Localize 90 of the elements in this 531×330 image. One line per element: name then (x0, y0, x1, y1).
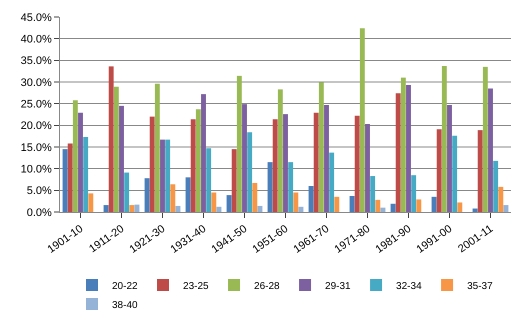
bar (83, 137, 88, 212)
bar (478, 130, 483, 212)
bar (354, 116, 360, 212)
bar (268, 162, 272, 212)
bar (206, 148, 212, 212)
y-tick-label: 5.0% (26, 185, 52, 198)
y-tick-label: 20.0% (20, 120, 52, 132)
bar (283, 114, 288, 212)
bar (432, 196, 436, 212)
bar (329, 152, 334, 212)
bar (68, 144, 73, 212)
bar (350, 196, 354, 212)
bar (119, 106, 124, 212)
bar (190, 119, 196, 212)
bar (72, 100, 78, 212)
bar (108, 66, 114, 212)
bar (400, 78, 406, 212)
legend-label: 26-28 (254, 280, 280, 292)
bar (226, 195, 232, 212)
legend-label: 35-37 (467, 280, 494, 292)
y-tick-label: 0.0% (26, 206, 52, 219)
bar (442, 66, 447, 212)
bar (472, 208, 478, 212)
bar (396, 93, 401, 212)
bar (498, 186, 504, 212)
legend-label: 32-34 (396, 280, 422, 292)
bar (416, 199, 422, 212)
legend-label: 20-22 (112, 280, 138, 292)
bar (150, 116, 155, 212)
bar (370, 176, 376, 212)
y-tick-label: 15.0% (20, 142, 52, 154)
bar (504, 205, 508, 212)
bar (436, 129, 442, 212)
bar (114, 86, 119, 212)
bar (104, 205, 108, 212)
bar (196, 109, 201, 212)
bar (124, 172, 130, 212)
bar (375, 200, 380, 212)
bar (390, 204, 396, 212)
bar (211, 192, 216, 212)
bar (258, 206, 262, 212)
bar (272, 119, 278, 212)
bar (482, 66, 488, 212)
y-tick-label: 10.0% (20, 164, 52, 176)
bar (278, 89, 283, 212)
bar (160, 140, 165, 212)
bar (252, 182, 258, 212)
y-tick-label: 25.0% (20, 98, 52, 111)
bar (165, 140, 170, 212)
bar (247, 132, 252, 212)
bar (176, 206, 180, 212)
bar (216, 206, 222, 212)
legend-label: 29-31 (325, 280, 352, 292)
bar (360, 28, 365, 212)
bar (298, 206, 304, 212)
bar (314, 112, 319, 212)
bar (380, 208, 386, 212)
bar (493, 160, 498, 212)
bar (78, 112, 83, 212)
legend-label: 38-40 (112, 300, 138, 311)
y-tick-label: 40.0% (20, 34, 52, 46)
y-tick-label: 35.0% (20, 55, 52, 68)
bar (129, 205, 134, 212)
bar (134, 204, 140, 212)
bar (242, 104, 247, 212)
bar (365, 124, 370, 212)
bar (288, 162, 294, 212)
legend-label: 23-25 (183, 280, 210, 292)
bar (144, 178, 150, 212)
bar (62, 149, 68, 212)
bar (488, 88, 493, 212)
bar (318, 82, 324, 212)
bar (324, 104, 329, 212)
bar (232, 149, 237, 212)
bar (154, 84, 160, 212)
bar (452, 136, 458, 212)
bar (406, 85, 411, 212)
bar (447, 104, 452, 212)
bar (170, 184, 176, 212)
bar (308, 186, 314, 212)
bar (293, 192, 298, 212)
bar (411, 175, 416, 212)
bar (334, 196, 340, 212)
bar (186, 177, 190, 212)
bar (201, 94, 206, 212)
bar (88, 193, 94, 212)
bar (457, 202, 462, 212)
y-tick-label: 45.0% (20, 12, 52, 24)
y-tick-label: 30.0% (20, 76, 52, 89)
bar (236, 76, 242, 212)
